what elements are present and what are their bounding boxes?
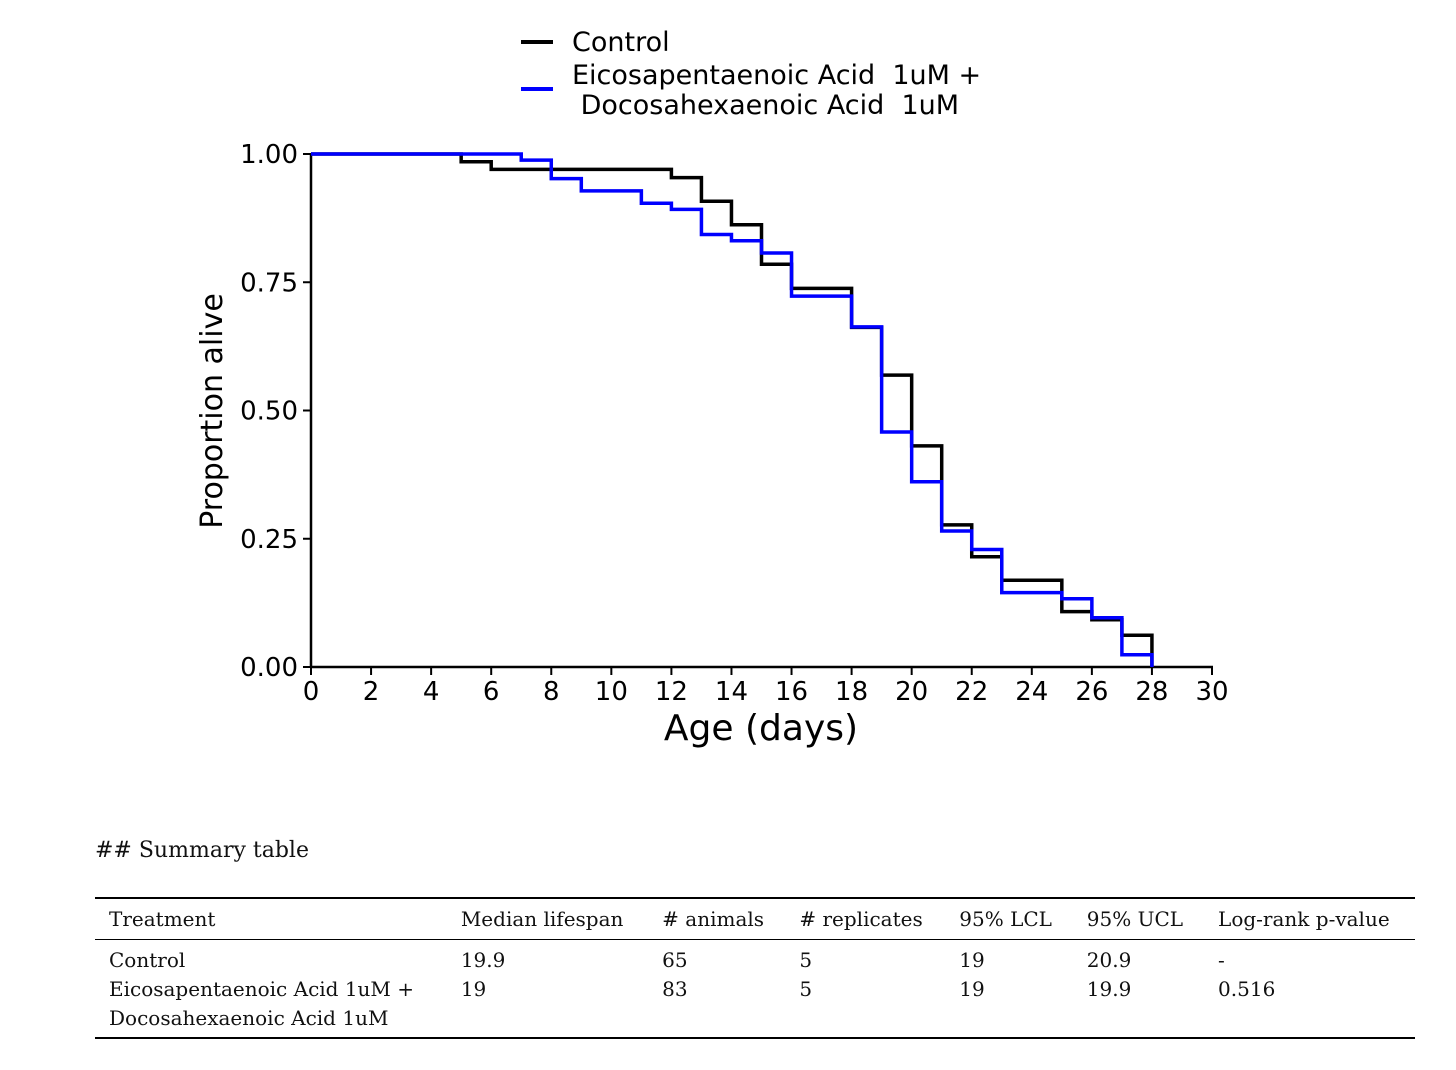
x-tick-label: 22 [955,677,988,707]
y-tick-label: 0.75 [240,268,298,298]
table-cell: 83 [662,977,688,1001]
column-header: 95% LCL [945,898,1073,940]
column-header: Log-rank p-value [1204,898,1415,940]
y-tick-label: 0.00 [240,653,298,683]
x-tick-label: 16 [775,677,808,707]
x-tick-label: 8 [543,677,560,707]
column-header: # replicates [785,898,946,940]
column-header: Treatment [95,898,447,940]
x-tick-label: 26 [1075,677,1108,707]
x-tick-label: 2 [363,677,380,707]
x-tick-label: 14 [715,677,748,707]
table-cell: 20.9 [1086,948,1132,972]
legend-label-control: Control [572,27,670,58]
series-line-treatment [311,152,1154,667]
legend-label-treatment: Eicosapentaenoic Acid 1uM + Docosahexaen… [572,60,981,121]
table-body: Control 19.9 65 5 19 20.9 - Eicosapentaenoic Ac… [95,940,1415,1039]
x-axis-label: Age (days) [664,708,858,749]
y-tick-label: 0.50 [240,397,298,427]
x-tick-label: 12 [655,677,688,707]
y-axis-label: Proportion alive [195,293,230,529]
summary-table: Treatment Median lifespan # animals # repli… [95,897,1415,1039]
table-cell: 65 [662,948,688,972]
series-line-control [311,152,1154,667]
x-tick-label: 30 [1195,677,1228,707]
table-cell: 5 [799,948,813,972]
x-tick-label: 24 [1015,677,1048,707]
x-tick-label: 6 [483,677,500,707]
table-cell: 19.9 [1086,977,1132,1001]
y-tick-label: 0.25 [240,525,298,555]
table-header-row: Treatment Median lifespan # animals # repli… [95,898,1415,940]
table-row: Control 19.9 65 5 19 20.9 - [95,940,1415,976]
series-layer [311,152,1154,667]
column-header: 95% UCL [1072,898,1205,940]
column-header: Median lifespan [446,898,649,940]
x-tick-label: 18 [835,677,868,707]
table-cell: 19 [460,977,487,1001]
table-cell: 5 [799,977,813,1001]
table-cell: 19 [959,948,985,972]
summary-heading: ## Summary table [95,838,309,863]
y-tick-label: 1.00 [240,140,298,170]
axes: 0 2 4 6 8 10 12 14 16 18 20 22 24 26 28 300.000.250.500… [240,140,1228,707]
table-cell: 19.9 [460,948,506,972]
table-cell: 0.516 [1218,977,1276,1001]
x-tick-label: 10 [595,677,628,707]
table-cell: - [1218,948,1225,972]
x-tick-label: 4 [423,677,440,707]
x-tick-label: 28 [1135,677,1168,707]
x-tick-label: 0 [303,677,320,707]
table-cell: 19 [959,977,985,1001]
column-header: # animals [648,898,786,940]
x-tick-label: 20 [895,677,928,707]
table-cell: Control [109,948,186,972]
table-cell: Eicosapentaenoic Acid 1uM + Docosahexaeno… [109,977,415,1030]
table-row: Eicosapentaenoic Acid 1uM + Docosahexaeno… [95,975,1415,1038]
